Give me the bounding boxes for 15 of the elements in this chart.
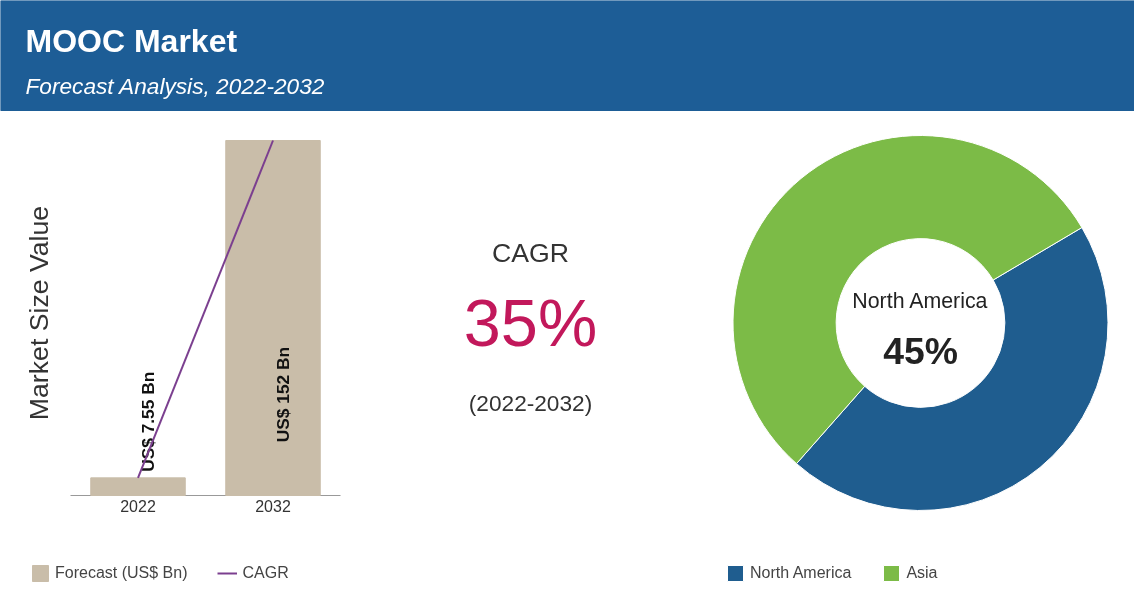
x-tick-label: 2032 [255, 497, 291, 515]
legend-label: CAGR [242, 564, 289, 582]
legend-label: Asia [906, 564, 938, 582]
text: 35% [463, 286, 598, 360]
chart-title: MOOC Market [25, 22, 238, 59]
text: CAGR [491, 238, 570, 268]
text: North America [852, 289, 988, 313]
legend-label: North America [750, 564, 852, 582]
text: 45% [883, 330, 958, 372]
data-label: US$ 152 Bn [273, 346, 293, 443]
text: (2022-2032) [468, 390, 593, 416]
x-tick-label: 2022 [120, 497, 156, 515]
legend-label: Forecast (US$ Bn) [55, 564, 188, 582]
y-axis-title: Market Size Value [23, 205, 54, 421]
chart-subtitle: Forecast Analysis, 2022-2032 [25, 72, 325, 99]
